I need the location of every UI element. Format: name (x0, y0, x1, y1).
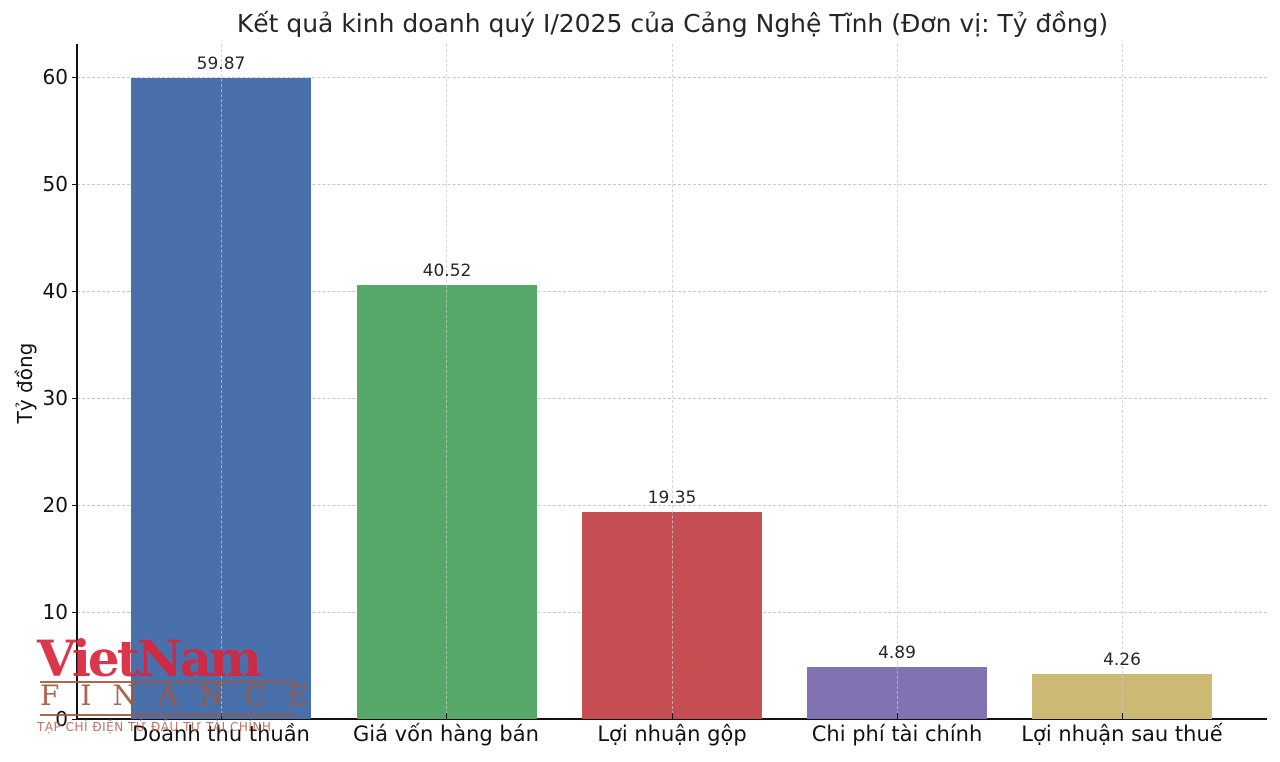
x-tick-label: Lợi nhuận sau thuế (1021, 722, 1223, 746)
chart-title: Kết quả kinh doanh quý I/2025 của Cảng N… (236, 9, 1109, 38)
x-tick-mark (221, 713, 222, 719)
y-tick-mark (72, 77, 77, 78)
y-tick-mark (72, 719, 77, 720)
y-axis-line (76, 44, 78, 720)
y-tick-label: 50 (42, 172, 68, 196)
vgridline-2 (672, 44, 673, 719)
bar-value-label: 4.89 (878, 643, 916, 663)
bar-value-label: 4.26 (1103, 650, 1141, 670)
y-tick-label: 20 (42, 493, 68, 517)
y-tick-label: 0 (55, 707, 68, 731)
y-tick-mark (72, 398, 77, 399)
y-axis-title: Tỷ đồng (13, 342, 37, 424)
y-tick-label: 60 (42, 65, 68, 89)
x-tick-mark (897, 713, 898, 719)
x-tick-mark (1122, 713, 1123, 719)
y-tick-label: 30 (42, 386, 68, 410)
bar-value-label: 40.52 (422, 261, 472, 281)
bar-value-label: 59.87 (196, 54, 246, 74)
y-tick-label: 10 (42, 600, 68, 624)
y-tick-label: 40 (42, 279, 68, 303)
x-tick-label: Chi phí tài chính (811, 722, 983, 746)
y-tick-mark (72, 291, 77, 292)
y-tick-mark (72, 505, 77, 506)
vgridline-4 (1122, 44, 1123, 719)
vgridline-3 (897, 44, 898, 719)
x-tick-label: Giá vốn hàng bán (353, 722, 539, 746)
bar-gia-von-hang-ban (357, 285, 537, 719)
x-tick-mark (672, 713, 673, 719)
vgridline-0 (221, 44, 222, 719)
bar-value-label: 19.35 (647, 488, 697, 508)
x-tick-label: Lợi nhuận gộp (597, 722, 747, 746)
x-tick-label: Doanh thu thuần (132, 722, 310, 746)
x-tick-mark (446, 713, 447, 719)
x-axis-line (76, 718, 1267, 720)
vgridline-1 (446, 44, 447, 719)
y-tick-mark (72, 184, 77, 185)
y-tick-mark (72, 612, 77, 613)
